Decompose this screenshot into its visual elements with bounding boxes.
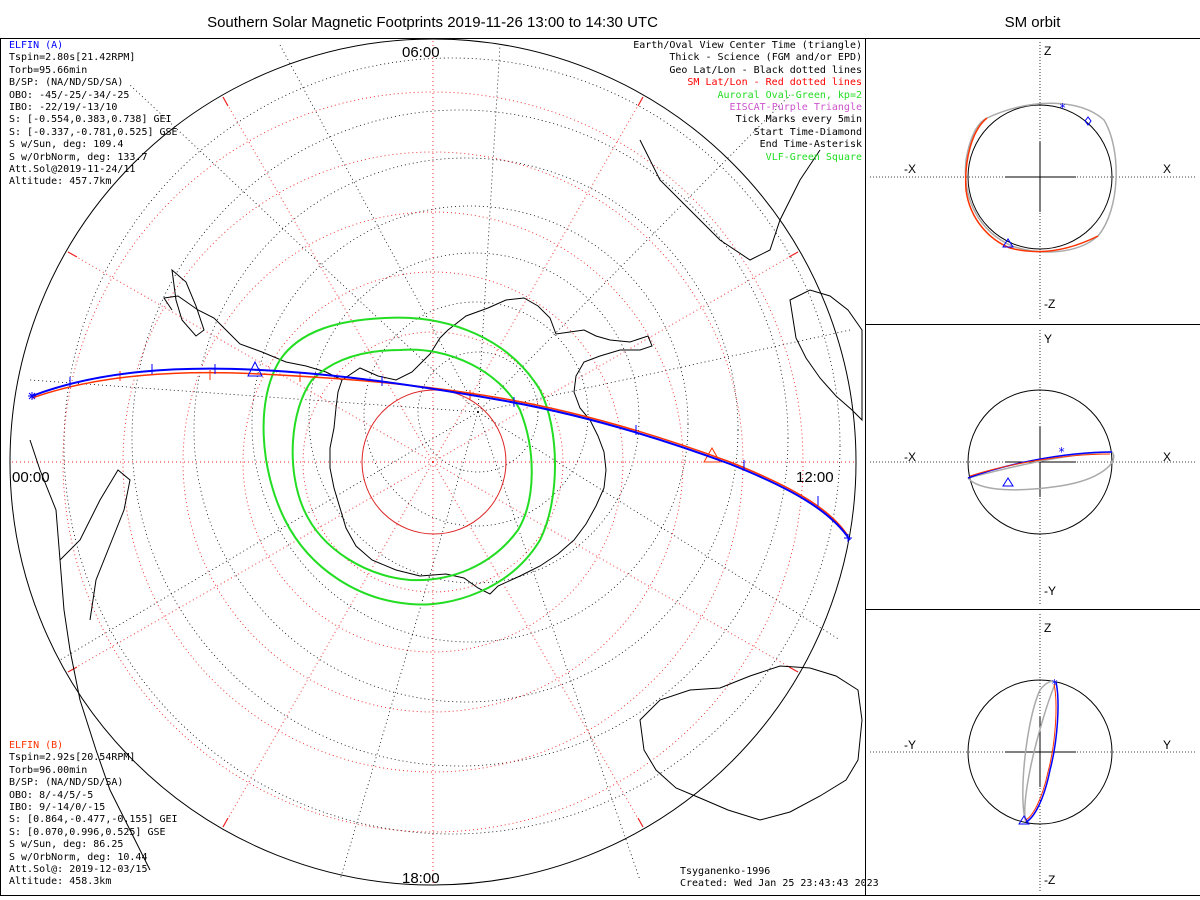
model-name: Tsyganenko-1996: [680, 866, 771, 877]
sm-xz-bottom: -Z: [1044, 297, 1056, 311]
legend-entry: Auroral Oval-Green, kp=2: [717, 89, 863, 101]
sm-panel-yz-frame: [865, 609, 1200, 896]
svg-text:*: *: [1059, 101, 1066, 115]
elfin-b-line: OBO: 8/-4/5/-5: [9, 789, 94, 801]
mlt-label-left: 00:00: [12, 469, 50, 486]
elfin-b-info: ELFIN (B) Tspin=2.92s[20.54RPM] Torb=96.…: [9, 740, 178, 889]
elfin-a-line: B/SP: (NA/ND/SD/SA): [9, 77, 124, 89]
elfin-b-line: S w/Sun, deg: 86.25: [9, 839, 124, 851]
sm-xy-bottom: -Y: [1044, 584, 1056, 598]
sm-xz-right: X: [1163, 162, 1172, 176]
elfin-a-center-triangle: [247, 360, 263, 377]
elfin-a-line: Tspin=2.80s[21.42RPM]: [9, 52, 136, 64]
south-america-inner-coastline: [59, 469, 131, 621]
svg-text:*: *: [1058, 445, 1065, 459]
globe-outline: [9, 39, 857, 886]
elfin-a-line: Altitude: 457.7km: [9, 176, 112, 188]
auroral-oval-outer: [262, 316, 556, 606]
sm-xy-right: X: [1163, 450, 1172, 464]
elfin-b-line: Torb=96.00min: [9, 764, 88, 776]
elfin-a-end-asterisk: [844, 534, 852, 542]
elfin-b-ticks: [119, 370, 471, 400]
africa-coastline: [789, 289, 863, 422]
legend-entry: Geo Lat/Lon - Black dotted lines: [669, 64, 862, 76]
elfin-b-line: IBO: 9/-14/0/-15: [9, 802, 106, 814]
elfin-b-line: B/SP: (NA/ND/SD/SA): [9, 777, 124, 789]
mlt-label-top: 06:00: [402, 44, 440, 61]
elfin-b-line: S: [0.070,0.996,0.525] GSE: [9, 826, 166, 838]
legend-entry: EISCAT-Purple Triangle: [729, 102, 862, 114]
svg-text:*: *: [1051, 677, 1058, 691]
mlt-label-bottom: 18:00: [402, 870, 440, 887]
legend: Earth/Oval View Center Time (triangle) T…: [633, 40, 862, 164]
legend-entry: Earth/Oval View Center Time (triangle): [633, 40, 862, 51]
elfin-a-line: S w/Sun, deg: 109.4: [9, 139, 124, 151]
created-timestamp: Created: Wed Jan 25 23:43:43 2023: [680, 878, 879, 890]
elfin-a-start-asterisk: [28, 392, 36, 400]
antarctica-coastline: [329, 297, 653, 595]
mlt-label-right: 12:00: [796, 469, 834, 486]
footer: Tsyganenko-1996 Created: Wed Jan 25 23:4…: [680, 866, 879, 891]
elfin-a-line: Att.Sol@2019-11-24/11: [9, 164, 136, 176]
elfin-a-line: S w/OrbNorm, deg: 133.7: [9, 151, 148, 163]
auroral-oval-inner: [291, 348, 533, 582]
sm-yz-top: Z: [1044, 621, 1052, 635]
legend-entry: Tick Marks every 5min: [735, 114, 862, 126]
elfin-a-line: S: [-0.337,-0.781,0.525] GSE: [9, 126, 178, 138]
sm-grid: [12, 40, 856, 885]
sm-yz-right: Y: [1163, 738, 1172, 752]
sm-xy-left: -X: [904, 450, 916, 464]
sm-panel-yz: *: [870, 614, 1196, 892]
sm-panel-xz: *: [870, 42, 1196, 320]
elfin-a-ticks: [69, 364, 819, 506]
elfin-b-name: ELFIN (B): [9, 740, 64, 751]
sm-yz-bottom: -Z: [1044, 873, 1056, 887]
elfin-a-track: [31, 367, 851, 541]
elfin-b-track: [31, 371, 849, 537]
elfin-b-line: Altitude: 458.3km: [9, 876, 112, 888]
elfin-b-line: Tspin=2.92s[20.54RPM]: [9, 752, 136, 764]
elfin-a-line: Torb=95.66min: [9, 64, 88, 76]
elfin-a-info: ELFIN (A) Tspin=2.80s[21.42RPM] Torb=95.…: [9, 40, 178, 189]
sm-xy-top: Y: [1044, 332, 1053, 346]
elfin-a-name: ELFIN (A): [9, 40, 64, 51]
legend-entry: Thick - Science (FGM and/or EPD): [669, 52, 862, 64]
geo-grid: [29, 44, 851, 881]
legend-entry: End Time-Asterisk: [759, 139, 862, 151]
legend-entry: Start Time-Diamond: [753, 126, 862, 138]
sm-yz-left: -Y: [904, 738, 916, 752]
sm-hour-ticks: [67, 96, 799, 828]
africa-north-coastline: [639, 139, 821, 261]
sm-xz-left: -X: [904, 162, 916, 176]
elfin-a-line: IBO: -22/19/-13/10: [9, 102, 118, 114]
sm-orbit-title: SM orbit: [1004, 14, 1061, 31]
sm-xz-top: Z: [1044, 44, 1052, 58]
new-zealand-coastline: [171, 268, 205, 337]
legend-entry: SM Lat/Lon - Red dotted lines: [687, 77, 862, 89]
elfin-a-line: OBO: -45/-25/-34/-25: [9, 89, 130, 101]
elfin-b-line: S: [0.864,-0.477,-0.155] GEI: [9, 814, 178, 826]
elfin-b-line: Att.Sol@: 2019-12-03/15: [9, 864, 148, 876]
legend-entry: VLF-Green Square: [765, 151, 862, 163]
elfin-b-line: S w/OrbNorm, deg: 10.44: [9, 851, 148, 863]
plot-title: Southern Solar Magnetic Footprints 2019-…: [207, 14, 658, 31]
peninsula-coastline: [163, 295, 343, 381]
sm-panel-xy: *: [870, 330, 1196, 604]
elfin-a-line: S: [-0.554,0.383,0.738] GEI: [9, 114, 172, 126]
australia-coastline: [639, 665, 863, 821]
south-america-coastline: [29, 439, 151, 871]
